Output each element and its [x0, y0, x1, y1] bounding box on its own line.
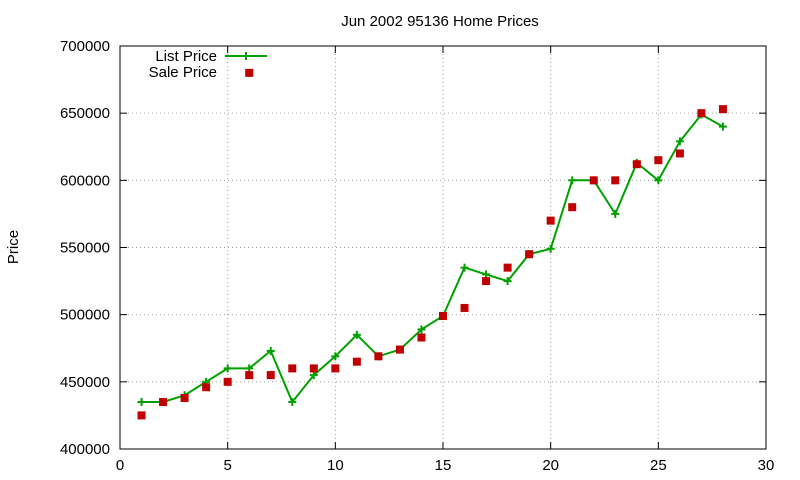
list-price-point	[482, 270, 491, 279]
sale-price-point	[460, 303, 469, 312]
sale-price-point	[331, 364, 340, 373]
list-price-point	[309, 371, 318, 380]
x-tick-label: 30	[758, 457, 775, 474]
x-tick-label: 25	[650, 457, 667, 474]
x-tick-label: 5	[223, 457, 231, 474]
y-tick-label: 550000	[60, 240, 110, 257]
sale-price-point	[266, 371, 275, 380]
x-tick-label: 10	[327, 457, 344, 474]
list-price-point	[352, 330, 361, 339]
sale-price-point	[137, 411, 146, 420]
list-price-point	[611, 209, 620, 218]
y-tick-label: 650000	[60, 105, 110, 122]
legend: List Price Sale Price	[149, 48, 267, 81]
y-tick-label: 500000	[60, 307, 110, 324]
sale-price-point	[202, 383, 211, 392]
list-price-point	[266, 346, 275, 355]
sale-price-point	[718, 105, 727, 114]
sale-price-point	[245, 68, 254, 77]
sale-price-point	[482, 277, 491, 286]
sale-price-point	[223, 377, 232, 386]
list-price-point	[568, 176, 577, 185]
legend-label-list-price: List Price	[155, 48, 217, 65]
sale-price-point	[525, 250, 534, 259]
sale-price-point	[611, 176, 620, 185]
sale-price-point	[288, 364, 297, 373]
list-price-line	[141, 113, 724, 404]
axis-ticks: 0 5 10 15 20 25 30 400000 450000 500000 550000 6000…	[60, 38, 774, 474]
sale-price-point	[395, 345, 404, 354]
list-price-point	[417, 325, 426, 334]
list-price-point	[718, 122, 727, 131]
sale-price-point	[675, 149, 684, 158]
list-price-point	[331, 352, 340, 361]
y-tick-label: 700000	[60, 38, 110, 55]
list-price-point	[654, 176, 663, 185]
sale-price-point	[180, 393, 189, 402]
sale-price-point	[568, 203, 577, 212]
sale-price-point	[352, 357, 361, 366]
chart-title: Jun 2002 95136 Home Prices	[341, 13, 539, 30]
sale-price-point	[546, 216, 555, 225]
sale-price-point	[632, 160, 641, 169]
x-tick-label: 0	[116, 457, 124, 474]
sale-price-point	[589, 176, 598, 185]
x-tick-label: 20	[542, 457, 559, 474]
y-tick-label: 450000	[60, 374, 110, 391]
y-axis-title: Price	[5, 230, 22, 264]
list-price-point	[137, 397, 146, 406]
sale-price-point	[697, 109, 706, 118]
sale-price-point	[503, 263, 512, 272]
legend-marker-list-price	[242, 52, 250, 60]
list-price-point	[245, 364, 254, 373]
list-price-point	[675, 137, 684, 146]
list-price-point	[460, 263, 469, 272]
x-tick-label: 15	[435, 457, 452, 474]
sale-price-point	[374, 352, 383, 361]
sale-price-point	[417, 333, 426, 342]
sale-price-point	[159, 397, 168, 406]
list-price-point	[546, 244, 555, 253]
list-price-point	[223, 364, 232, 373]
sale-price-point	[309, 364, 318, 373]
list-price-point	[288, 397, 297, 406]
sale-price-point	[245, 371, 254, 380]
list-price-point	[503, 277, 512, 286]
series	[137, 68, 727, 420]
y-tick-label: 600000	[60, 172, 110, 189]
legend-label-sale-price: Sale Price	[149, 64, 217, 81]
y-tick-label: 400000	[60, 441, 110, 458]
sale-price-point	[654, 156, 663, 165]
sale-price-point	[439, 312, 447, 321]
